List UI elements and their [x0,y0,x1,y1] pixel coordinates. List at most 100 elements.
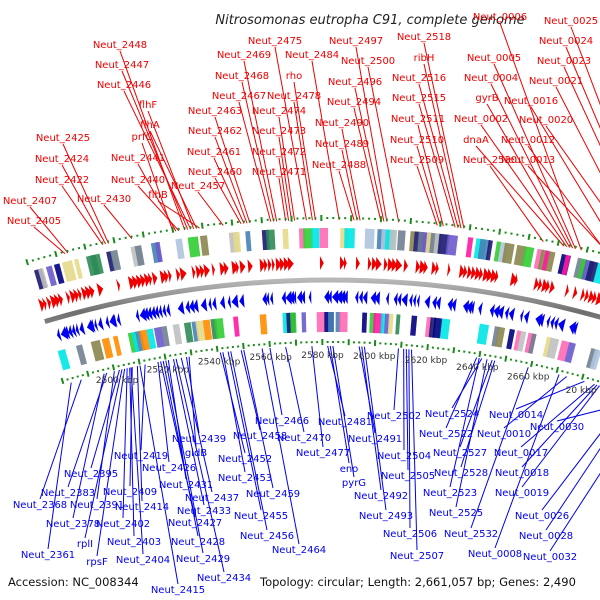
ruler-tick [137,358,141,365]
reverse-gene-arrow [470,300,476,315]
forward-gene-label: Neut_2468 [215,71,269,82]
forward-leader-line [278,116,296,221]
forward-gene-arrow [135,274,143,289]
forward-gene-arrow [167,268,172,283]
forward-gene-arrow [219,261,226,276]
reverse-gene-arrow [289,290,295,305]
forward-gene-arrow [458,264,465,279]
forward-leader-line [563,66,600,147]
reverse-leader-line [521,384,598,468]
reverse-cog-block [542,336,552,358]
reverse-gene-label: Neut_2439 [172,434,226,445]
reverse-gene-label: Neut_2477 [296,448,350,459]
forward-gene-arrow [279,257,285,272]
forward-leader-line [149,130,198,229]
forward-gene-arrow [53,294,60,308]
reverse-gene-label: Neut_2431 [159,480,213,491]
forward-gene-arrow [419,260,427,274]
reverse-cog-block [495,326,506,348]
ruler-tick [426,344,429,351]
forward-gene-arrow [275,257,282,272]
forward-leader-line [527,165,600,246]
reverse-cog-block [153,326,165,348]
forward-gene-arrow [127,276,136,290]
forward-gene-label: Neut_2516 [392,73,446,84]
forward-gene-arrow [383,257,388,272]
forward-gene-arrow [446,262,451,277]
forward-gene-arrow [223,261,229,276]
reverse-gene-label: Neut_2428 [171,537,225,548]
forward-gene-label: dnaA [463,135,489,146]
ruler-tick [81,373,85,377]
forward-gene-arrow [474,266,481,281]
reverse-leader-line [545,447,600,531]
reverse-leader-line [503,376,567,429]
reverse-gene-label: Neut_2404 [116,555,170,566]
forward-gene-arrow [263,258,268,273]
forward-gene-label: Neut_2490 [315,118,369,129]
forward-gene-arrow [88,284,95,299]
reverse-gene-arrow [358,290,363,305]
forward-gene-arrow [533,276,539,291]
forward-gene-arrow [271,257,275,272]
reverse-cog-block [316,312,325,333]
forward-leader-line [61,185,104,245]
reverse-cog-block [589,349,600,371]
reverse-cog-block [101,337,114,359]
reverse-cog-block [528,333,537,354]
reverse-cog-block [131,331,140,353]
reverse-gene-arrow [90,318,96,333]
forward-gene-arrow [147,272,153,287]
forward-gene-arrow [587,289,595,304]
ruler-tick [111,364,116,371]
genome-summary-text: Topology: circular; Length: 2,661,057 bp… [259,575,576,589]
forward-gene-label: ribH [414,53,435,64]
forward-gene-label: Neut_0020 [519,115,573,126]
reverse-leader-line [363,346,387,511]
forward-gene-label: Neut_2441 [111,153,165,164]
reverse-gene-arrow [113,313,118,328]
forward-gene-label: Neut_2530 [463,155,517,166]
forward-gene-arrow [69,289,76,304]
scale-tick-label: 2660 kbp [507,373,550,383]
forward-leader-line [241,81,275,222]
ruler-tick [48,254,52,257]
forward-leader-line [570,26,600,106]
ruler-tick [43,255,46,259]
reverse-gene-arrow [285,290,292,305]
reverse-leader-line [261,348,300,545]
ruler-tick [141,231,145,238]
forward-gene-arrow [96,283,104,297]
ruler-tick [66,378,69,381]
forward-gene-label: Neut_2474 [252,106,306,117]
reverse-gene-label: Neut_2507 [390,551,444,562]
ruler-tick [112,237,116,244]
forward-gene-arrow [513,273,518,287]
forward-leader-line [545,125,600,203]
forward-cog-block [303,228,314,249]
forward-cog-block [45,265,57,287]
reverse-gene-label: Neut_2532 [444,529,498,540]
reverse-gene-arrow [524,310,530,325]
reverse-gene-arrow [539,313,546,328]
ruler-tick [60,377,65,385]
reverse-gene-label: Neut_2434 [197,573,251,584]
forward-gene-arrow [387,257,394,272]
forward-leader-line [119,50,186,231]
forward-gene-arrow [76,287,82,302]
forward-gene-arrow [591,290,597,305]
reverse-gene-label: Neut_2525 [429,508,483,519]
scale-tick-label: 2620 kbp [405,356,448,366]
reverse-gene-label: pyrG [342,478,366,489]
reverse-cog-block [233,316,240,337]
scale-tick-label: 2520 kbp [147,365,190,375]
forward-gene-label: flhB [148,190,168,201]
scale-tick-label: 2580 kbp [301,351,344,361]
reverse-gene-arrow [208,297,213,312]
forward-gene-label: Neut_0024 [539,36,593,47]
ruler-tick [171,226,175,233]
ruler-tick [586,376,590,380]
reverse-gene-arrow [386,291,390,306]
reverse-gene-arrow [98,316,104,331]
reverse-leader-line [165,360,204,554]
